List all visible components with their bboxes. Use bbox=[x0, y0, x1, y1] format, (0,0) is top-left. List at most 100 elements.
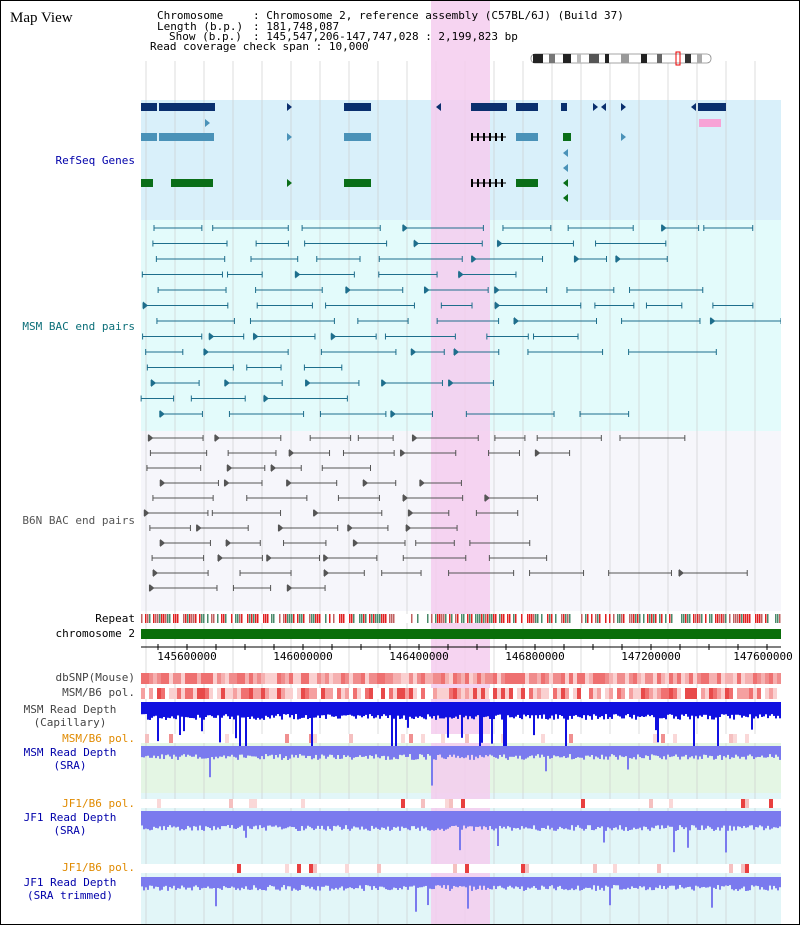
repeat-mark bbox=[669, 614, 671, 623]
read-depth-bar bbox=[195, 702, 197, 720]
read-depth-bar bbox=[145, 877, 147, 888]
read-depth-bar bbox=[769, 702, 771, 716]
bac-end-arrow bbox=[345, 286, 351, 294]
read-depth-bar bbox=[725, 811, 727, 853]
read-depth-bar bbox=[229, 877, 231, 889]
heat-cell bbox=[537, 734, 541, 743]
heat-cell bbox=[413, 864, 417, 873]
heat-cell bbox=[165, 673, 169, 684]
read-depth-bar bbox=[155, 811, 157, 828]
repeat-mark bbox=[541, 614, 543, 623]
read-depth-bar bbox=[665, 702, 667, 720]
read-depth-bar bbox=[645, 702, 647, 717]
read-depth-bar bbox=[445, 702, 447, 718]
read-depth-bar bbox=[699, 877, 701, 889]
read-depth-bar bbox=[737, 702, 739, 715]
read-depth-bar bbox=[537, 702, 539, 719]
read-depth-bar bbox=[415, 702, 417, 717]
bac-end-arrow bbox=[143, 301, 149, 310]
heat-cell bbox=[569, 688, 573, 699]
read-depth-bar bbox=[235, 702, 237, 739]
heat-cell bbox=[417, 688, 421, 699]
heat-cell bbox=[317, 688, 321, 699]
heat-cell bbox=[589, 799, 593, 808]
read-depth-bar bbox=[659, 877, 661, 886]
heat-cell bbox=[501, 799, 505, 808]
heat-cell bbox=[629, 673, 633, 684]
read-depth-bar bbox=[749, 811, 751, 826]
read-depth-bar bbox=[515, 811, 517, 829]
track-label-msm-b6-pol: MSM/B6 pol. bbox=[62, 686, 135, 699]
read-depth-bar bbox=[507, 811, 509, 827]
heat-cell bbox=[285, 799, 289, 808]
heat-cell bbox=[725, 673, 729, 684]
read-depth-bar bbox=[187, 877, 189, 888]
read-depth-bar bbox=[289, 702, 291, 718]
heat-cell bbox=[673, 864, 677, 873]
heat-cell bbox=[245, 673, 249, 684]
heat-cell bbox=[397, 864, 401, 873]
read-depth-bar bbox=[503, 702, 505, 750]
read-depth-bar bbox=[741, 702, 743, 718]
read-depth-bar bbox=[567, 877, 569, 891]
heat-cell bbox=[669, 734, 673, 743]
repeat-mark bbox=[665, 614, 667, 623]
track-label-refseq-genes[interactable]: RefSeq Genes bbox=[55, 154, 135, 167]
read-depth-bar bbox=[485, 811, 487, 828]
heat-cell bbox=[681, 799, 685, 808]
read-depth-bar bbox=[775, 877, 777, 889]
heat-cell bbox=[293, 673, 297, 684]
repeat-mark bbox=[271, 614, 273, 623]
read-depth-bar bbox=[699, 746, 701, 757]
read-depth-bar bbox=[347, 811, 349, 830]
heat-cell bbox=[425, 864, 429, 873]
read-depth-bar bbox=[145, 702, 147, 715]
read-depth-bar bbox=[741, 746, 743, 757]
read-depth-bar bbox=[529, 811, 531, 829]
read-depth-bar bbox=[233, 877, 235, 888]
track-label-b6n-bac-end-pairs[interactable]: B6N BAC end pairs bbox=[22, 514, 135, 527]
read-depth-bar bbox=[573, 877, 575, 891]
bac-end-arrow bbox=[278, 524, 284, 532]
heat-cell bbox=[581, 688, 585, 699]
read-depth-bar bbox=[141, 702, 143, 715]
heat-cell bbox=[457, 688, 461, 699]
read-depth-bar bbox=[491, 702, 493, 744]
bac-end-arrow bbox=[497, 239, 503, 248]
read-depth-bar bbox=[429, 877, 431, 889]
read-depth-bar bbox=[779, 811, 781, 827]
heat-cell bbox=[753, 673, 757, 684]
coverage-span-value: 10,000 bbox=[328, 40, 369, 53]
heat-cell bbox=[517, 799, 521, 808]
chromosome-value: Chromosome 2, reference assembly (C57BL/… bbox=[266, 9, 624, 22]
heat-cell bbox=[481, 673, 485, 684]
read-depth-bar bbox=[325, 746, 327, 759]
repeat-mark bbox=[739, 614, 741, 623]
read-depth-bar bbox=[661, 811, 663, 826]
repeat-mark bbox=[489, 614, 491, 623]
heat-cell bbox=[777, 688, 781, 699]
read-depth-bar bbox=[745, 702, 747, 717]
read-depth-bar bbox=[413, 877, 415, 886]
heat-cell bbox=[465, 799, 469, 808]
track-label-msm-bac-end-pairs[interactable]: MSM BAC end pairs bbox=[22, 320, 135, 333]
heat-cell bbox=[201, 673, 205, 684]
read-depth-bar bbox=[727, 811, 729, 831]
read-depth-bar bbox=[729, 746, 731, 760]
bac-end-arrow bbox=[287, 584, 293, 592]
read-depth-bar bbox=[603, 702, 605, 720]
heat-cell bbox=[345, 864, 349, 873]
read-depth-bar bbox=[261, 811, 263, 829]
read-depth-bar bbox=[283, 811, 285, 829]
read-depth-bar bbox=[589, 877, 591, 888]
gene-exon bbox=[501, 133, 503, 141]
heat-cell bbox=[597, 864, 601, 873]
read-depth-bar bbox=[625, 811, 627, 828]
read-depth-bar bbox=[397, 702, 399, 716]
gene-strand-arrow bbox=[205, 119, 210, 127]
read-depth-bar bbox=[641, 746, 643, 759]
read-depth-bar bbox=[557, 702, 559, 719]
heat-cell bbox=[633, 734, 637, 743]
